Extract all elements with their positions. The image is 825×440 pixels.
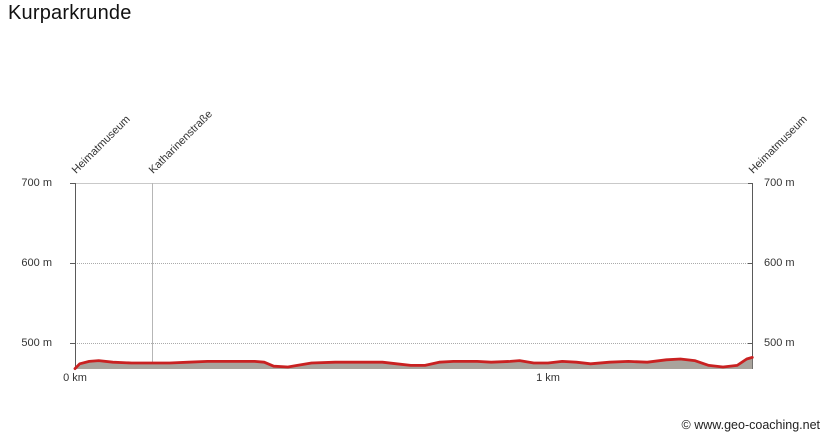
y-gridline — [75, 343, 752, 344]
copyright-text: © www.geo-coaching.net — [681, 418, 820, 432]
elevation-area-fill — [75, 357, 753, 369]
y-axis-label-right: 600 m — [764, 257, 795, 269]
y-axis-label-left: 500 m — [21, 337, 52, 349]
page-title: Kurparkrunde — [8, 2, 132, 24]
x-axis-label: 1 km — [536, 372, 560, 384]
waypoint-line — [152, 183, 154, 369]
y-axis-label-left: 600 m — [21, 257, 52, 269]
y-axis-label-right: 500 m — [764, 337, 795, 349]
elevation-line — [73, 355, 754, 371]
y-tick-left — [70, 183, 75, 184]
y-axis-left — [75, 183, 76, 369]
y-tick-left — [70, 263, 75, 264]
y-tick-right — [748, 263, 753, 264]
y-axis-label-left: 700 m — [21, 177, 52, 189]
y-gridline — [75, 263, 752, 264]
y-tick-right — [748, 183, 753, 184]
y-tick-right — [748, 343, 753, 344]
y-axis-right — [752, 183, 753, 369]
y-tick-left — [70, 343, 75, 344]
plot-top-border — [75, 183, 752, 184]
y-axis-label-right: 700 m — [764, 177, 795, 189]
x-axis-label: 0 km — [63, 372, 87, 384]
